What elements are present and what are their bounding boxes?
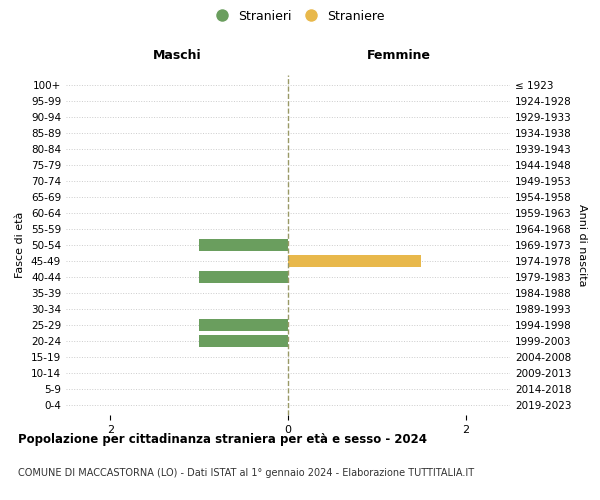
Text: COMUNE DI MACCASTORNA (LO) - Dati ISTAT al 1° gennaio 2024 - Elaborazione TUTTIT: COMUNE DI MACCASTORNA (LO) - Dati ISTAT …: [18, 468, 474, 477]
Bar: [199, 239, 288, 251]
Bar: [288, 255, 421, 267]
Bar: [199, 335, 288, 347]
Y-axis label: Fasce di età: Fasce di età: [16, 212, 25, 278]
Text: Popolazione per cittadinanza straniera per età e sesso - 2024: Popolazione per cittadinanza straniera p…: [18, 432, 427, 446]
Text: Femmine: Femmine: [367, 49, 431, 62]
Y-axis label: Anni di nascita: Anni di nascita: [577, 204, 587, 286]
Text: Maschi: Maschi: [152, 49, 202, 62]
Bar: [199, 271, 288, 283]
Bar: [199, 319, 288, 331]
Legend: Stranieri, Straniere: Stranieri, Straniere: [212, 6, 388, 26]
